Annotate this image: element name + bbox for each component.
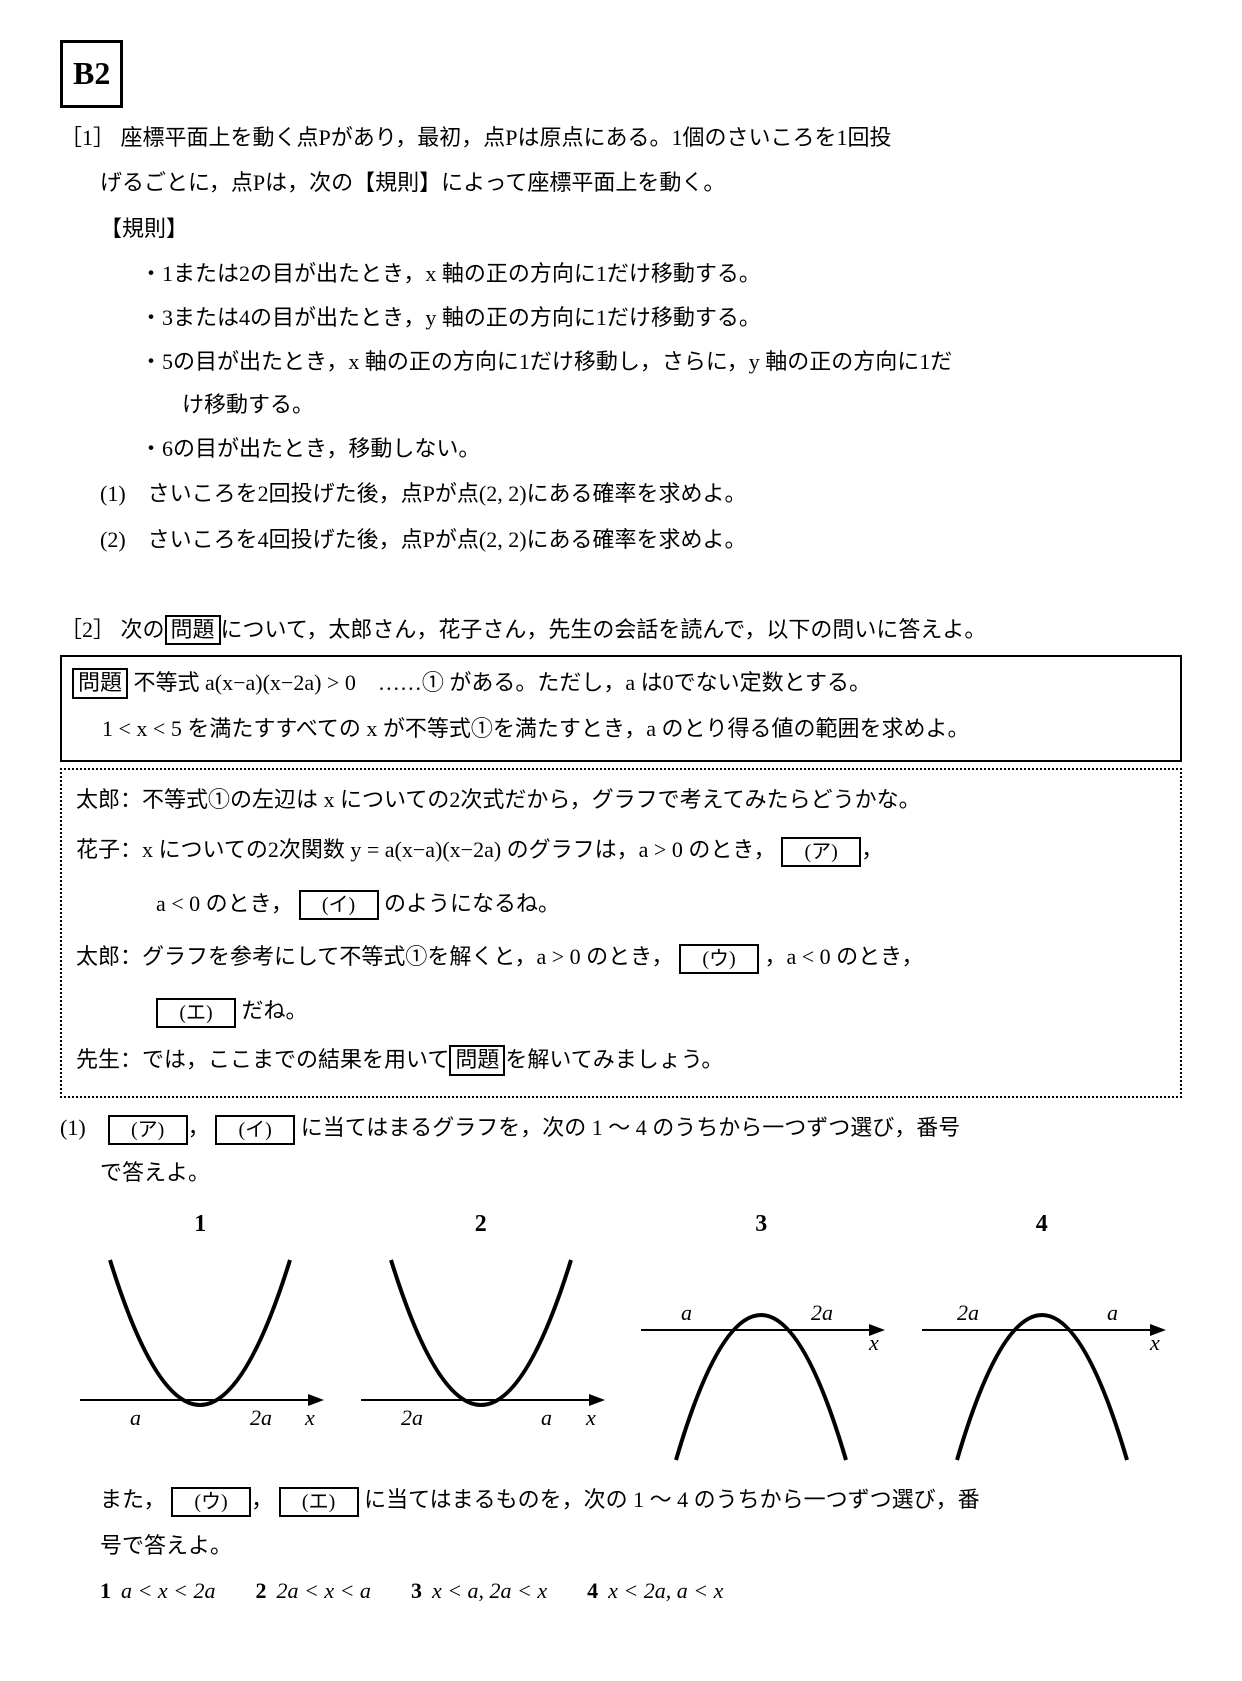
graph-label: 2 (341, 1203, 622, 1246)
axis-label: 2a (811, 1300, 833, 1325)
part1-label: ［1］ (60, 125, 115, 150)
rule-item: け移動する。 (140, 385, 1182, 425)
part1-q1-label: (1) (100, 481, 126, 506)
rules-header: 【規則】 (60, 209, 1182, 249)
taro-line2-post: だね。 (242, 998, 308, 1023)
axis-label: 2a (957, 1300, 979, 1325)
graph-4: 4 2a a x (902, 1203, 1183, 1470)
blank-u: (ウ) (679, 944, 759, 974)
also-line2: 号で答えよ。 (60, 1526, 1182, 1566)
part1-intro-line1: 座標平面上を動く点Pがあり，最初，点Pは原点にある。1個のさいころを1回投 (121, 125, 892, 150)
q1-post: に当てはまるグラフを，次の 1 〜 4 のうちから一つずつ選び，番号 (301, 1115, 961, 1140)
q1-sep: ， (188, 1115, 210, 1140)
parabola-up-icon: 2a a x (351, 1250, 611, 1470)
axis-label: a (1107, 1300, 1118, 1325)
axis-label: 2a (401, 1405, 423, 1430)
rule-item: ・5の目が出たとき，x 軸の正の方向に1だけ移動し，さらに，y 軸の正の方向に1… (140, 342, 1182, 382)
choice-item: 1a < x < 2a (100, 1571, 215, 1611)
choice-item: 3x < a, 2a < x (411, 1571, 547, 1611)
part2: ［2］ 次の問題について，太郎さん，花子さん，先生の会話を読んで，以下の問いに答… (60, 610, 1182, 1612)
part1-intro-line2: げるごとに，点Pは，次の【規則】によって座標平面上を動く。 (60, 163, 1182, 203)
taro-line1: 太郎：不等式①の左辺は x についての2次式だから，グラフで考えてみたらどうかな… (76, 780, 1166, 820)
hanako-line1-post: ， (861, 837, 883, 862)
sensei-pre: 先生：では，ここまでの結果を用いて (76, 1047, 449, 1072)
part1-q2-text: さいころを4回投げた後，点Pが点(2, 2)にある確率を求めよ。 (148, 527, 747, 552)
rule-item: ・3または4の目が出たとき，y 軸の正の方向に1だけ移動する。 (140, 298, 1182, 338)
graph-label: 4 (902, 1203, 1183, 1246)
choice-item: 22a < x < a (255, 1571, 370, 1611)
part2-label: ［2］ (60, 617, 115, 642)
rules-list: ・1または2の目が出たとき，x 軸の正の方向に1だけ移動する。 ・3または4の目… (60, 254, 1182, 468)
hanako-line2-post: のようになるね。 (384, 891, 560, 916)
parabola-down-icon: 2a a x (912, 1250, 1172, 1470)
axis-label: a (681, 1300, 692, 1325)
parabola-down-icon: a 2a x (631, 1250, 891, 1470)
graph-1: 1 a 2a x (60, 1203, 341, 1470)
blank-a: (ア) (108, 1115, 188, 1145)
problem-line1: 不等式 a(x−a)(x−2a) > 0 ……① がある。ただし，a は0でない… (134, 670, 871, 695)
svg-text:x: x (1149, 1330, 1160, 1355)
axis-label: a (541, 1405, 552, 1430)
parabola-up-icon: a 2a x (70, 1250, 330, 1470)
blank-e: (エ) (156, 998, 236, 1028)
axis-label: a (130, 1405, 141, 1430)
blank-a: (ア) (781, 837, 861, 867)
graph-label: 1 (60, 1203, 341, 1246)
problem-statement-box: 問題 不等式 a(x−a)(x−2a) > 0 ……① がある。ただし，a は0… (60, 655, 1182, 762)
rule-item: ・1または2の目が出たとき，x 軸の正の方向に1だけ移動する。 (140, 254, 1182, 294)
choice-item: 4x < 2a, a < x (587, 1571, 723, 1611)
blank-i: (イ) (299, 890, 379, 920)
taro-line2-pre: 太郎：グラフを参考にして不等式①を解くと，a > 0 のとき， (76, 944, 673, 969)
also-post: に当てはまるものを，次の 1 〜 4 のうちから一つずつ選び，番 (364, 1487, 980, 1512)
problem-number: B2 (60, 40, 123, 108)
graph-2: 2 2a a x (341, 1203, 622, 1470)
rule-item: ・6の目が出たとき，移動しない。 (140, 429, 1182, 469)
graph-label: 3 (621, 1203, 902, 1246)
blank-i: (イ) (215, 1115, 295, 1145)
problem-line2: 1 < x < 5 を満たすすべての x が不等式①を満たすとき，a のとり得る… (72, 709, 1170, 749)
mondai-box: 問題 (449, 1045, 505, 1075)
blank-e: (エ) (279, 1487, 359, 1517)
q1-line2: で答えよ。 (60, 1153, 1182, 1193)
part1: ［1］ 座標平面上を動く点Pがあり，最初，点Pは原点にある。1個のさいころを1回… (60, 118, 1182, 560)
also-pre: また， (100, 1487, 166, 1512)
svg-text:x: x (868, 1330, 879, 1355)
axis-label: 2a (250, 1405, 272, 1430)
part1-q2-label: (2) (100, 527, 126, 552)
taro-line2-mid: ，a < 0 のとき， (764, 944, 923, 969)
mondai-box: 問題 (165, 615, 221, 645)
hanako-line1-pre: 花子：x についての2次関数 y = a(x−a)(x−2a) のグラフは，a … (76, 837, 776, 862)
svg-text:x: x (304, 1405, 315, 1430)
part2-intro-post: について，太郎さん，花子さん，先生の会話を読んで，以下の問いに答えよ。 (221, 617, 987, 642)
mondai-box: 問題 (72, 668, 128, 698)
also-sep: ， (251, 1487, 273, 1512)
part1-q1-text: さいころを2回投げた後，点Pが点(2, 2)にある確率を求めよ。 (148, 481, 747, 506)
sensei-post: を解いてみましょう。 (505, 1047, 723, 1072)
blank-u: (ウ) (171, 1487, 251, 1517)
graph-choices: 1 a 2a x 2 2a a x 3 (60, 1203, 1182, 1470)
part2-q1-label: (1) (60, 1115, 86, 1140)
part2-intro-pre: 次の (121, 617, 165, 642)
graph-3: 3 a 2a x (621, 1203, 902, 1470)
svg-text:x: x (585, 1405, 596, 1430)
conversation-box: 太郎：不等式①の左辺は x についての2次式だから，グラフで考えてみたらどうかな… (60, 768, 1182, 1098)
hanako-line2-pre: a < 0 のとき， (156, 891, 293, 916)
answer-choices: 1a < x < 2a 22a < x < a 3x < a, 2a < x 4… (60, 1571, 1182, 1611)
